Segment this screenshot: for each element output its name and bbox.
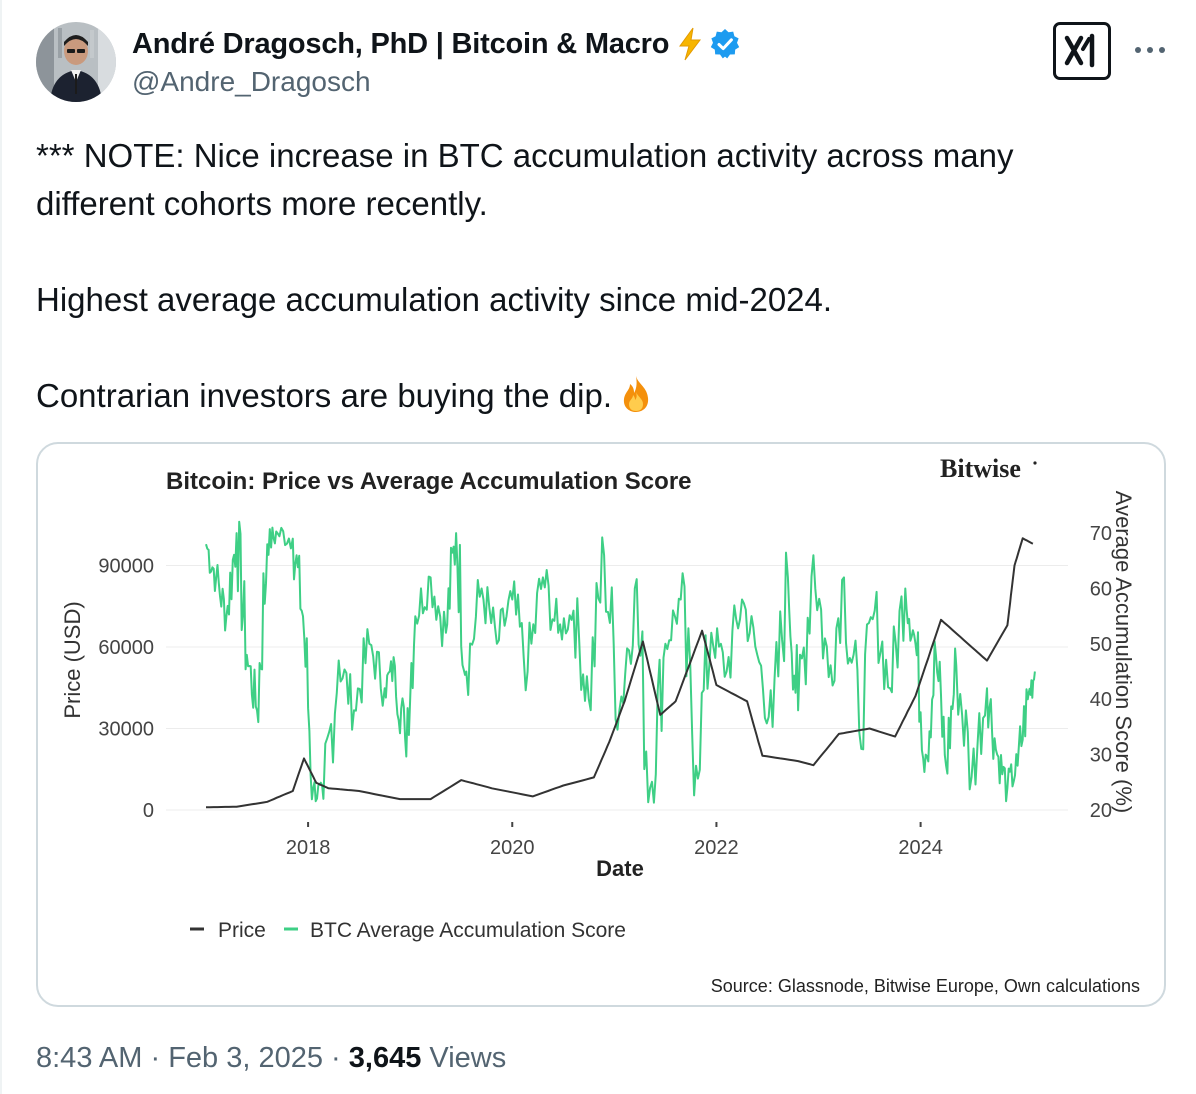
chart-source: Source: Glassnode, Bitwise Europe, Own c…	[711, 976, 1140, 996]
y2-axis-label: Average Accumulation Score (%)	[1111, 491, 1136, 813]
chart-legend: Price BTC Average Accumulation Score	[190, 919, 626, 942]
bitwise-logo-mark	[1033, 461, 1037, 465]
y2-tick-label: 30	[1090, 745, 1112, 767]
tweet-text: *** NOTE: Nice increase in BTC accumulat…	[36, 132, 1146, 420]
tweet-meta: 8:43 AM · Feb 3, 2025 · 3,645 Views	[36, 1042, 506, 1075]
accumulation-series-line	[205, 520, 1036, 804]
author-name[interactable]: André Dragosch, PhD | Bitcoin & Macro	[132, 27, 670, 60]
tweet-media-image[interactable]: Bitcoin: Price vs Average Accumulation S…	[36, 442, 1166, 1007]
y-tick-label: 60000	[98, 637, 154, 659]
tweet-paragraph: *** NOTE: Nice increase in BTC accumulat…	[36, 137, 1014, 222]
x-tick-label: 2024	[898, 837, 943, 859]
legend-price-label: Price	[218, 919, 266, 942]
tweet-paragraph: Highest average accumulation activity si…	[36, 281, 833, 318]
tweet-date[interactable]: Feb 3, 2025	[168, 1042, 323, 1074]
views-count[interactable]: 3,645	[348, 1042, 422, 1074]
meta-separator: ·	[142, 1042, 169, 1074]
avatar-photo	[36, 22, 116, 102]
y2-tick-label: 40	[1090, 689, 1112, 711]
bitwise-logo: Bitwise	[940, 454, 1021, 483]
x-tick-label: 2020	[490, 837, 535, 859]
author-handle[interactable]: @Andre_Dragosch	[132, 66, 371, 97]
y2-tick-label: 70	[1090, 523, 1112, 545]
lightning-bolt-icon	[679, 27, 702, 61]
y-tick-label: 0	[143, 800, 154, 822]
y2-tick-label: 60	[1090, 578, 1112, 600]
price-series-line	[205, 537, 1034, 809]
y2-tick-label: 20	[1090, 800, 1112, 822]
xai-grok-icon[interactable]	[1053, 22, 1111, 80]
chart-title: Bitcoin: Price vs Average Accumulation S…	[166, 468, 692, 495]
legend-accumulation-label: BTC Average Accumulation Score	[310, 919, 626, 942]
more-icon[interactable]	[1130, 30, 1170, 70]
verified-badge-icon[interactable]	[709, 28, 741, 60]
x-tick-label: 2018	[286, 837, 331, 859]
tweet-time[interactable]: 8:43 AM	[36, 1042, 143, 1074]
y2-tick-label: 50	[1090, 634, 1112, 656]
x-axis-label: Date	[596, 856, 644, 881]
fire-emoji-icon	[623, 376, 649, 412]
y-tick-label: 30000	[98, 718, 154, 740]
views-label[interactable]: Views	[421, 1042, 507, 1074]
timeline-border	[0, 0, 2, 1094]
x-tick-label: 2022	[694, 837, 739, 859]
tweet-paragraph-text: Contrarian investors are buying the dip.	[36, 377, 612, 414]
author-row: André Dragosch, PhD | Bitcoin & Macro	[132, 24, 741, 64]
tweet-paragraph: Contrarian investors are buying the dip.	[36, 372, 1146, 420]
y-tick-label: 90000	[98, 555, 154, 577]
avatar[interactable]	[36, 22, 116, 102]
accumulation-chart: Bitcoin: Price vs Average Accumulation S…	[60, 454, 1140, 996]
y-axis-label: Price (USD)	[60, 601, 85, 718]
meta-separator: ·	[322, 1042, 349, 1074]
